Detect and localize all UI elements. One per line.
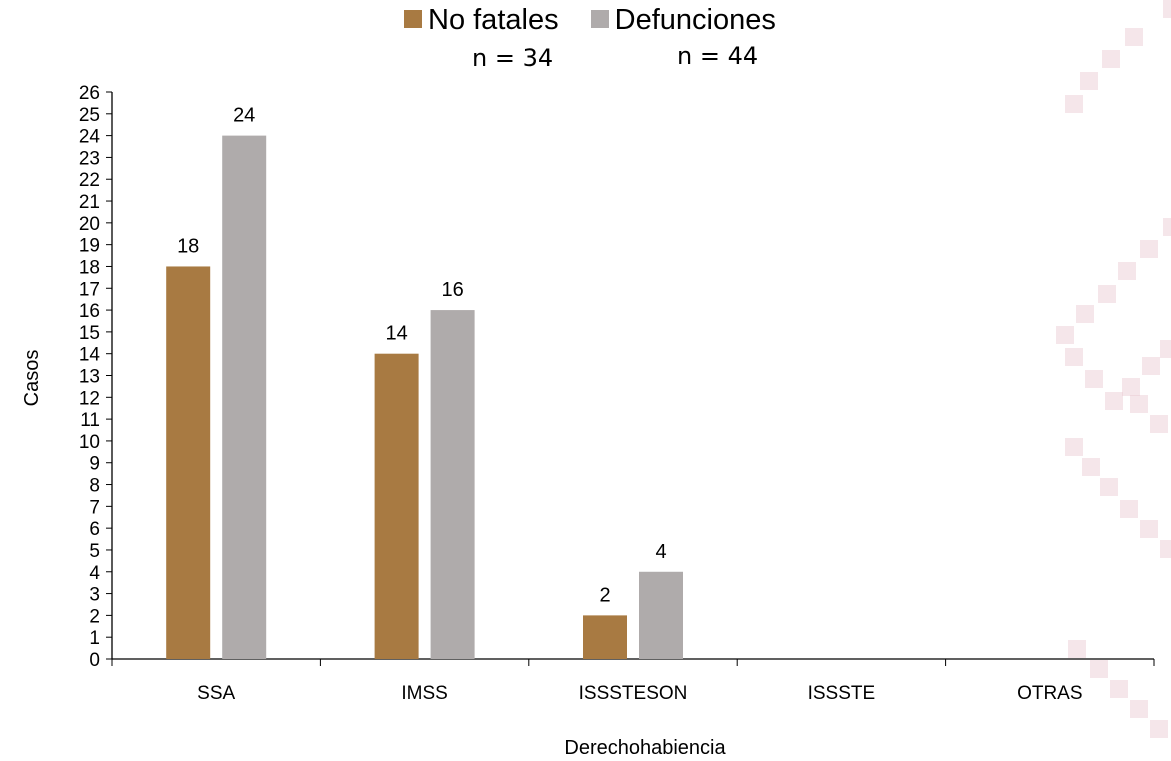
y-axis-title: Casos bbox=[21, 350, 43, 407]
y-tick-label: 7 bbox=[89, 497, 100, 518]
deco-square-11 bbox=[1065, 348, 1083, 366]
y-tick-label: 21 bbox=[79, 192, 100, 213]
deco-square-23 bbox=[1140, 520, 1158, 538]
bar-isssteson-no-fatales bbox=[583, 615, 627, 659]
y-tick-label: 4 bbox=[89, 563, 100, 584]
x-tick-label: ISSSTESON bbox=[579, 683, 688, 704]
y-tick-label: 22 bbox=[79, 170, 100, 191]
y-tick-label: 17 bbox=[79, 279, 100, 300]
y-tick-label: 6 bbox=[89, 519, 100, 540]
y-tick-label: 12 bbox=[79, 388, 100, 409]
bar-ssa-no-fatales bbox=[166, 266, 211, 659]
chart-legend: No fatales Defunciones bbox=[404, 4, 800, 37]
deco-square-14 bbox=[1122, 378, 1140, 396]
legend-label-no-fatales: No fatales bbox=[428, 4, 559, 36]
y-tick-label: 24 bbox=[79, 127, 101, 148]
deco-square-19 bbox=[1065, 438, 1083, 456]
y-tick-label: 1 bbox=[89, 628, 100, 649]
deco-square-3 bbox=[1065, 95, 1083, 113]
y-tick-label: 19 bbox=[79, 236, 100, 257]
y-tick-label: 16 bbox=[79, 301, 100, 322]
deco-square-29 bbox=[1150, 720, 1168, 738]
deco-square-8 bbox=[1098, 285, 1116, 303]
deco-square-13 bbox=[1105, 392, 1123, 410]
bar-imss-no-fatales bbox=[374, 353, 419, 659]
deco-square-20 bbox=[1082, 458, 1100, 476]
deco-square-12 bbox=[1085, 370, 1103, 388]
deco-square-5 bbox=[1163, 218, 1171, 236]
data-label: 18 bbox=[177, 235, 199, 257]
deco-square-10 bbox=[1056, 326, 1074, 344]
y-tick-label: 26 bbox=[79, 83, 100, 104]
x-tick-label: SSA bbox=[197, 683, 235, 704]
deco-square-6 bbox=[1140, 240, 1158, 258]
bar-imss-defunciones bbox=[430, 310, 475, 659]
legend-swatch-defunciones bbox=[590, 10, 609, 28]
x-tick-label: OTRAS bbox=[1017, 683, 1082, 704]
deco-square-21 bbox=[1100, 478, 1118, 496]
legend-swatch-no-fatales bbox=[404, 10, 422, 28]
deco-square-2 bbox=[1080, 72, 1098, 90]
x-tick-label: ISSSTE bbox=[808, 683, 876, 704]
deco-square-7 bbox=[1118, 262, 1136, 280]
x-tick-label: IMSS bbox=[401, 683, 447, 704]
bars bbox=[166, 135, 683, 660]
y-tick-label: 18 bbox=[79, 257, 100, 278]
data-label: 4 bbox=[655, 541, 666, 563]
data-label: 2 bbox=[599, 584, 610, 606]
deco-square-25 bbox=[1068, 640, 1086, 658]
deco-square-16 bbox=[1160, 340, 1171, 358]
decorative-pattern bbox=[1056, 0, 1171, 738]
bar-ssa-defunciones bbox=[222, 135, 267, 660]
deco-square-0 bbox=[1125, 28, 1143, 46]
y-tick-label: 9 bbox=[89, 454, 100, 475]
axes: 0123456789101112131415161718192021222324… bbox=[21, 83, 1155, 759]
data-label: 16 bbox=[441, 279, 463, 301]
y-tick-label: 2 bbox=[89, 606, 100, 627]
x-axis-title: Derechohabiencia bbox=[564, 737, 726, 759]
deco-square-26 bbox=[1090, 660, 1108, 678]
data-label: 24 bbox=[233, 105, 255, 127]
deco-square-18 bbox=[1130, 395, 1148, 413]
y-tick-label: 8 bbox=[89, 476, 100, 497]
deco-square-4 bbox=[1163, 0, 1171, 18]
y-tick-label: 13 bbox=[79, 367, 100, 388]
y-tick-label: 15 bbox=[79, 323, 100, 344]
y-tick-label: 0 bbox=[89, 650, 100, 671]
y-tick-label: 5 bbox=[89, 541, 100, 562]
deco-square-27 bbox=[1110, 680, 1128, 698]
deco-square-17 bbox=[1150, 415, 1168, 433]
y-tick-label: 14 bbox=[79, 345, 101, 366]
legend-item-no-fatales: No fatales bbox=[404, 4, 559, 37]
legend-label-defunciones: Defunciones bbox=[614, 4, 776, 36]
deco-square-1 bbox=[1102, 50, 1120, 68]
y-tick-label: 10 bbox=[79, 432, 100, 453]
y-tick-label: 25 bbox=[79, 105, 100, 126]
n-label-defunciones: n = 44 bbox=[677, 42, 759, 70]
n-label-no-fatales: n = 34 bbox=[472, 44, 554, 72]
deco-square-28 bbox=[1130, 700, 1148, 718]
y-tick-label: 3 bbox=[89, 585, 100, 606]
bar-isssteson-defunciones bbox=[639, 571, 683, 659]
deco-square-24 bbox=[1160, 540, 1171, 558]
y-tick-label: 20 bbox=[79, 214, 100, 235]
y-tick-label: 11 bbox=[80, 410, 100, 431]
legend-item-defunciones: Defunciones bbox=[590, 4, 776, 37]
y-tick-label: 23 bbox=[79, 148, 100, 169]
data-label: 14 bbox=[385, 323, 407, 345]
deco-square-15 bbox=[1142, 357, 1160, 375]
deco-square-9 bbox=[1076, 305, 1094, 323]
deco-square-22 bbox=[1120, 500, 1138, 518]
